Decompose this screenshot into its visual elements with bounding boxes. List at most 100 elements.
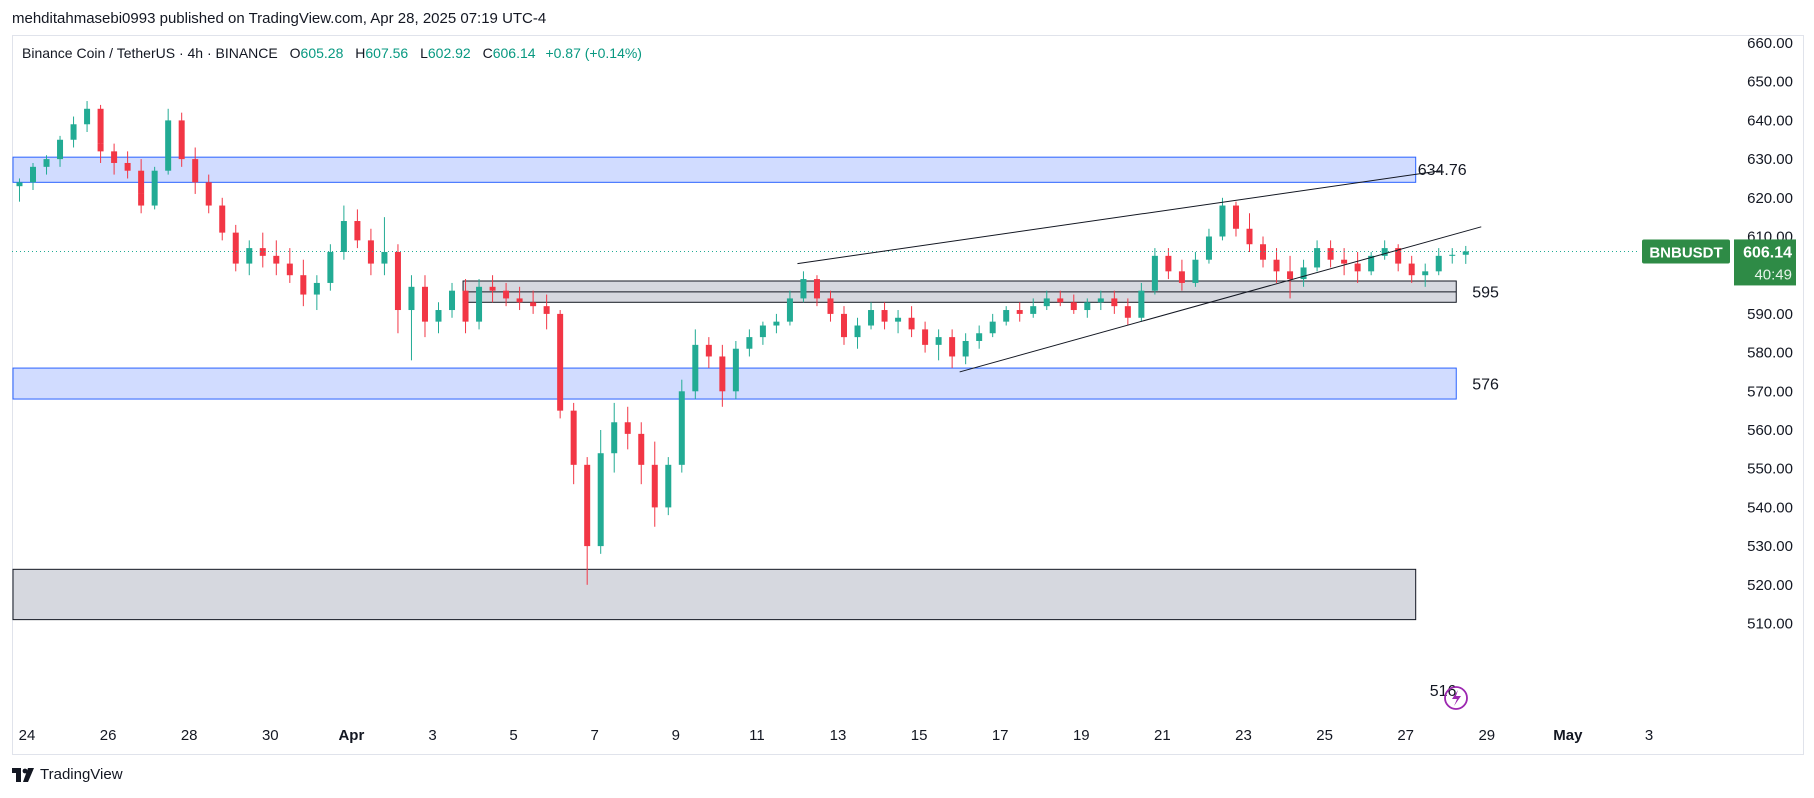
candle[interactable] [868,302,875,330]
candle[interactable] [746,329,753,357]
candle[interactable] [813,275,820,307]
candle[interactable] [327,244,334,291]
candle[interactable] [165,108,172,175]
candle[interactable] [1300,259,1307,287]
candle[interactable] [1381,240,1388,260]
candle[interactable] [1111,290,1118,314]
candle[interactable] [665,457,672,516]
candle[interactable] [394,244,401,334]
candle[interactable] [1124,298,1131,326]
candle[interactable] [570,402,577,485]
candle[interactable] [138,182,145,214]
candle[interactable] [205,174,212,214]
candle[interactable] [1016,302,1023,322]
candle[interactable] [922,321,929,353]
candle[interactable] [732,340,739,400]
candle[interactable] [232,224,239,272]
candle[interactable] [1165,248,1172,280]
candle[interactable] [1341,248,1348,276]
candle[interactable] [1043,290,1050,311]
candle[interactable] [1070,294,1077,314]
candle[interactable] [516,286,523,311]
candle[interactable] [597,430,604,554]
candle[interactable] [367,228,374,276]
candle[interactable] [1327,240,1334,268]
candle[interactable] [1273,248,1280,283]
candle[interactable] [854,317,861,349]
candle[interactable] [827,290,834,322]
candle[interactable] [1003,306,1010,326]
candle[interactable] [1205,228,1212,264]
candle[interactable] [624,406,631,450]
zone-1[interactable] [12,156,1417,183]
candle[interactable] [503,282,510,307]
candle[interactable] [300,259,307,307]
candle[interactable] [651,441,658,527]
candle[interactable] [462,279,469,334]
candle[interactable] [273,240,280,276]
candle[interactable] [1260,236,1267,268]
candle[interactable] [989,313,996,338]
candle[interactable] [1057,290,1064,307]
candle[interactable] [638,422,645,485]
candle[interactable] [381,217,388,276]
candle[interactable] [908,306,915,338]
candle[interactable] [408,275,415,361]
candle[interactable] [949,329,956,369]
candle[interactable] [692,329,699,400]
candle[interactable] [759,321,766,345]
candle[interactable] [719,344,726,407]
candle[interactable] [1422,263,1429,287]
candle[interactable] [1219,197,1226,241]
candle[interactable] [354,209,361,249]
candle[interactable] [124,151,131,179]
candle[interactable] [786,290,793,326]
candle[interactable] [705,337,712,369]
candle[interactable] [84,101,91,133]
candle[interactable] [1287,255,1294,299]
candle[interactable] [313,275,320,311]
candle[interactable] [800,271,807,303]
footer-brand[interactable]: TradingView [40,766,123,783]
candle[interactable] [178,124,185,167]
candle[interactable] [476,279,483,330]
candle[interactable] [557,310,564,419]
candle[interactable] [1178,259,1185,291]
trendline[interactable] [797,170,1441,265]
candle[interactable] [16,178,23,202]
candle[interactable] [881,302,888,330]
candle[interactable] [584,457,591,585]
candle[interactable] [111,143,118,175]
candle[interactable] [543,294,550,330]
candle[interactable] [449,282,456,318]
candle[interactable] [1138,282,1145,322]
candle[interactable] [259,232,266,268]
candle[interactable] [340,205,347,260]
candle[interactable] [895,310,902,334]
candle[interactable] [70,116,77,148]
candle[interactable] [773,313,780,334]
candle[interactable] [151,166,158,210]
candle[interactable] [841,306,847,345]
candle[interactable] [1314,240,1321,272]
candle[interactable] [421,275,428,338]
candle[interactable] [1462,245,1469,264]
candle[interactable] [43,155,50,175]
candle[interactable] [962,333,969,365]
candle[interactable] [1435,248,1442,276]
lightning-icon[interactable] [1444,686,1468,710]
candle[interactable] [1395,244,1402,272]
candle[interactable] [219,197,226,241]
candle[interactable] [1192,251,1199,287]
candle[interactable] [286,248,293,283]
zone-4[interactable] [12,568,1417,621]
candle[interactable] [246,240,253,276]
trendline[interactable] [959,226,1482,373]
candle[interactable] [1246,213,1253,252]
candle[interactable] [192,147,199,194]
candle[interactable] [1151,248,1158,295]
candle[interactable] [1084,298,1091,318]
candle[interactable] [435,302,442,334]
candle[interactable] [678,379,685,473]
